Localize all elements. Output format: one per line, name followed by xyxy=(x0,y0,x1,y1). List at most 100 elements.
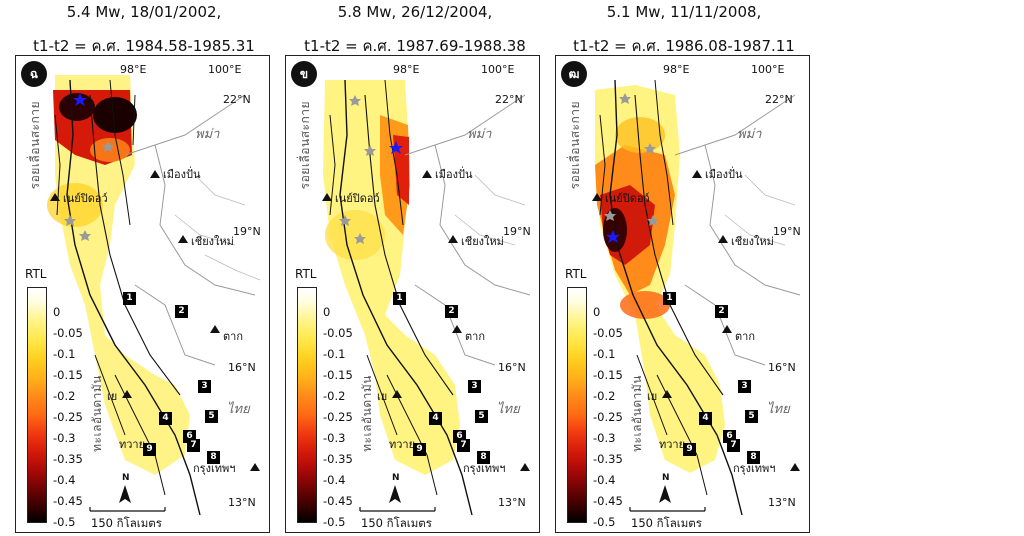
rtl-anomaly-core xyxy=(93,97,137,133)
cbar-tick: -0.1 xyxy=(323,347,346,361)
map-svg xyxy=(47,75,261,516)
country-border xyxy=(124,94,256,366)
rtl-anomaly-mid xyxy=(47,183,103,227)
panel-1-title-line2: t1-t2 = ค.ศ. 1984.58-1985.31 xyxy=(33,37,255,55)
site-number-9: 9 xyxy=(683,443,696,456)
event-star xyxy=(619,93,631,104)
city-naypyidaw-label: เนย์ปิดอว์ xyxy=(63,192,108,205)
map-panel-3: ฒ 98°E 100°E 22°N 19°N 16°N 13°N พม่า ไท… xyxy=(555,55,810,533)
fault-line xyxy=(66,79,201,516)
city-marker xyxy=(178,235,188,243)
site-number-5: 5 xyxy=(475,410,488,423)
city-marker xyxy=(718,235,728,243)
fault-line xyxy=(89,94,181,396)
north-arrow-icon xyxy=(389,485,401,503)
site-number-2: 2 xyxy=(715,305,728,318)
city-mongpan-label: เมืองปั่น xyxy=(705,168,743,181)
site-number-4: 4 xyxy=(699,412,712,425)
rtl-legend-title: RTL xyxy=(25,267,47,281)
lon-100-label: 100°E xyxy=(481,63,515,76)
country-border xyxy=(454,174,526,246)
cbar-tick: -0.5 xyxy=(53,515,76,529)
cbar-tick: -0.15 xyxy=(323,368,353,382)
lat-13-label: 13°N xyxy=(768,496,796,509)
cbar-tick: -0.25 xyxy=(593,410,623,424)
event-star xyxy=(354,233,366,244)
cbar-tick: -0.45 xyxy=(53,494,83,508)
city-ye-label: เย xyxy=(647,390,658,403)
cbar-tick: -0.1 xyxy=(593,347,616,361)
city-marker xyxy=(790,463,800,471)
lat-22-label: 22°N xyxy=(765,93,793,106)
city-mongpan-label: เมืองปั่น xyxy=(435,168,473,181)
city-chiangmai-label: เชียงใหม่ xyxy=(731,235,774,248)
cbar-tick: -0.45 xyxy=(593,494,623,508)
panel-1-title: 5.4 Mw, 18/01/2002, t1-t2 = ค.ศ. 1984.58… xyxy=(24,0,264,58)
north-label: N xyxy=(662,473,670,483)
panel-1-title-line1: 5.4 Mw, 18/01/2002, xyxy=(66,3,222,21)
city-tak-label: ตาก xyxy=(735,330,755,343)
lat-19-label: 19°N xyxy=(233,225,261,238)
city-marker xyxy=(50,193,60,201)
cbar-tick: -0.35 xyxy=(53,452,83,466)
city-tak-label: ตาก xyxy=(465,330,485,343)
city-marker xyxy=(452,325,462,333)
city-tak-label: ตาก xyxy=(223,330,243,343)
city-marker xyxy=(520,463,530,471)
panel-badge: ฉ xyxy=(21,61,47,87)
andaman-sea-label: ทะเลอันดามัน xyxy=(360,375,374,452)
andaman-sea-label: ทะเลอันดามัน xyxy=(90,375,104,452)
city-naypyidaw-label: เนย์ปิดอว์ xyxy=(335,192,380,205)
panel-2-title: 5.8 Mw, 26/12/2004, t1-t2 = ค.ศ. 1987.69… xyxy=(295,0,535,58)
panel-2-title-line1: 5.8 Mw, 26/12/2004, xyxy=(337,3,493,21)
map-panel-2: ข 98°E 100°E 22°N 19°N 16°N 13°N พม่า ไท… xyxy=(285,55,540,533)
north-arrow-icon xyxy=(119,485,131,503)
city-dawei-label: ทวาย xyxy=(659,438,686,451)
cbar-tick: -0.25 xyxy=(53,410,83,424)
rtl-colorbar xyxy=(297,287,317,523)
map-svg xyxy=(322,79,531,516)
site-number-3: 3 xyxy=(738,380,751,393)
country-thailand-label: ไทย xyxy=(227,402,250,417)
site-number-9: 9 xyxy=(413,443,426,456)
cbar-tick: -0.15 xyxy=(593,368,623,382)
event-star xyxy=(102,141,114,152)
cbar-tick: 0 xyxy=(593,305,601,319)
city-marker xyxy=(250,463,260,471)
lon-98-label: 98°E xyxy=(120,63,147,76)
country-myanmar-label: พม่า xyxy=(737,127,762,142)
north-arrow-icon xyxy=(659,485,671,503)
main-event-star xyxy=(73,93,87,106)
city-marker xyxy=(692,170,702,178)
fault-line xyxy=(364,94,454,396)
andaman-sea-label: ทะเลอันดามัน xyxy=(630,375,644,452)
event-star xyxy=(339,215,351,226)
rtl-legend-title: RTL xyxy=(295,267,317,281)
panel-3-title-line2: t1-t2 = ค.ศ. 1986.08-1987.11 xyxy=(573,37,795,55)
site-number-5: 5 xyxy=(205,410,218,423)
scale-label: 150 กิโลเมตร xyxy=(631,516,702,530)
city-bangkok-label: กรุงเทพฯ xyxy=(193,462,236,475)
city-chiangmai-label: เชียงใหม่ xyxy=(191,235,234,248)
fault-sagaing-label: รอยเลื่อนสะกาย xyxy=(28,101,42,190)
city-bangkok-label: กรุงเทพฯ xyxy=(733,462,776,475)
cbar-tick: -0.4 xyxy=(53,473,76,487)
city-naypyidaw-label: เนย์ปิดอว์ xyxy=(605,192,650,205)
city-dawei-label: ทวาย xyxy=(389,438,416,451)
city-marker xyxy=(592,193,602,201)
map-svg xyxy=(592,79,801,516)
site-number-1: 1 xyxy=(393,292,406,305)
fault-line xyxy=(609,79,743,516)
site-number-7: 7 xyxy=(457,439,470,452)
cbar-tick: -0.2 xyxy=(323,389,346,403)
lat-16-label: 16°N xyxy=(498,361,526,374)
fault-sagaing-label: รอยเลื่อนสะกาย xyxy=(298,101,312,190)
lon-98-label: 98°E xyxy=(393,63,420,76)
north-label: N xyxy=(122,473,130,483)
lat-22-label: 22°N xyxy=(495,93,523,106)
country-myanmar-label: พม่า xyxy=(195,127,220,142)
city-marker xyxy=(210,325,220,333)
panel-3-title-line1: 5.1 Mw, 11/11/2008, xyxy=(606,3,762,21)
north-label: N xyxy=(392,473,400,483)
site-number-8: 8 xyxy=(477,451,490,464)
